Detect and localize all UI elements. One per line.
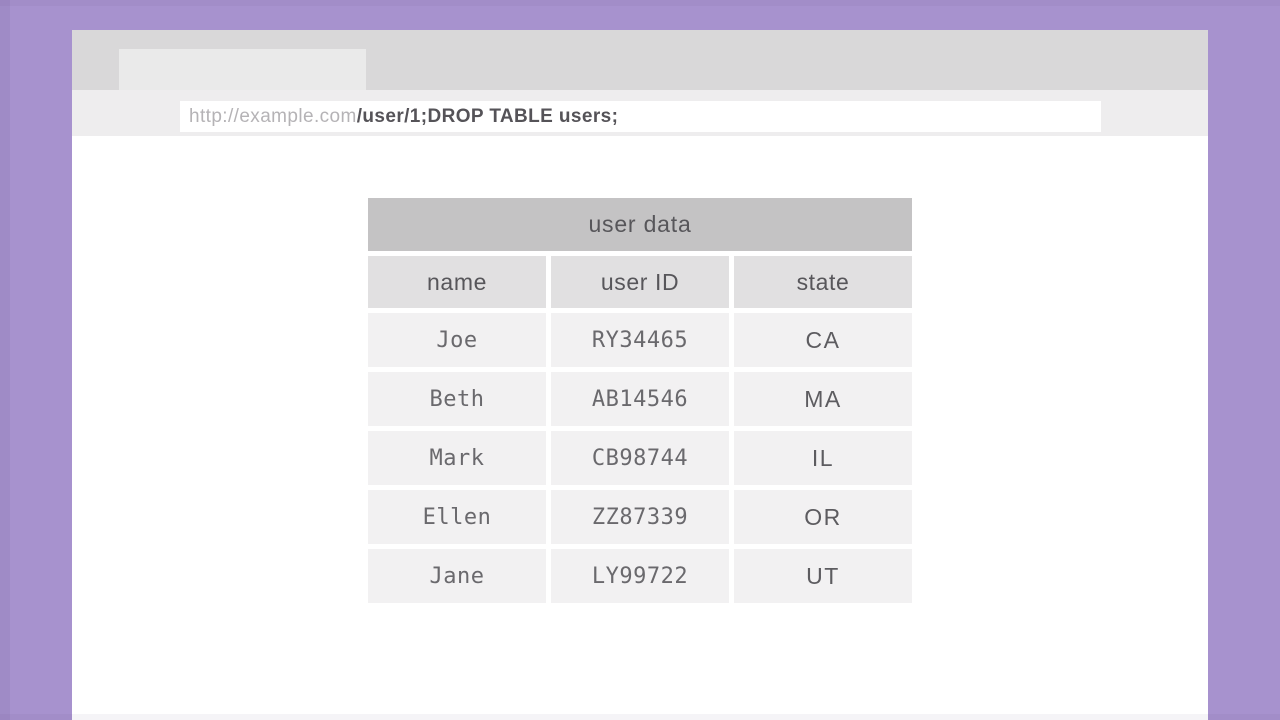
table-cell-user-id: ZZ87339 [551, 490, 729, 544]
table-cell-name: Beth [368, 372, 546, 426]
column-header-name: name [368, 256, 546, 308]
table-cell-name: Jane [368, 549, 546, 603]
table-cell-state: MA [734, 372, 912, 426]
table-cell-name: Ellen [368, 490, 546, 544]
table-cell-user-id: AB14546 [551, 372, 729, 426]
user-data-table: user data name user ID state Joe RY34465 C… [368, 136, 912, 603]
url-base-text: http://example.com [189, 105, 357, 127]
page-content: user data name user ID state Joe RY34465 C… [72, 136, 1208, 720]
url-bar-row: http://example.com/user/1;DROP TABLE use… [72, 90, 1208, 136]
browser-tab[interactable] [119, 49, 366, 90]
table-cell-state: IL [734, 431, 912, 485]
table-cell-user-id: CB98744 [551, 431, 729, 485]
url-injection-text: /user/1;DROP TABLE users; [356, 105, 619, 127]
table-cell-user-id: RY34465 [551, 313, 729, 367]
column-header-user-id: user ID [551, 256, 729, 308]
browser-window: http://example.com/user/1;DROP TABLE use… [72, 30, 1208, 720]
table-cell-user-id: LY99722 [551, 549, 729, 603]
table-cell-state: UT [734, 549, 912, 603]
table-cell-name: Joe [368, 313, 546, 367]
table-cell-state: CA [734, 313, 912, 367]
url-input[interactable]: http://example.com/user/1;DROP TABLE use… [180, 101, 1101, 132]
column-header-state: state [734, 256, 912, 308]
table-cell-name: Mark [368, 431, 546, 485]
table-title: user data [368, 198, 912, 251]
table-cell-state: OR [734, 490, 912, 544]
browser-chrome-bar [72, 30, 1208, 90]
